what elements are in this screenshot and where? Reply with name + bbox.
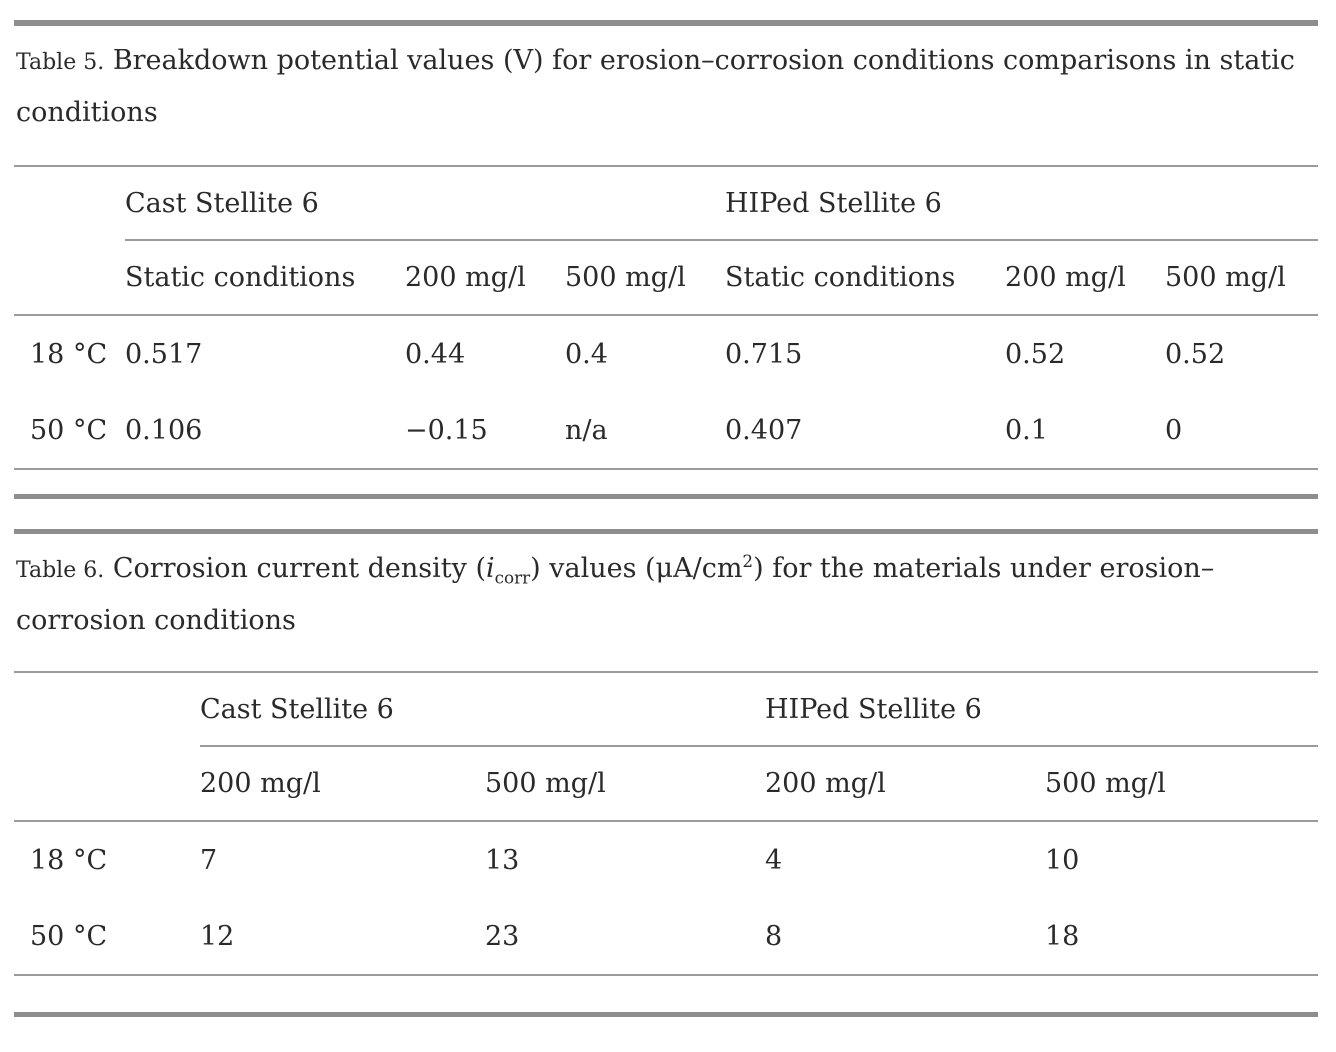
- table5: Cast Stellite 6 HIPed Stellite 6 Static …: [14, 165, 1318, 470]
- table5-col-header: Static conditions: [725, 240, 1005, 316]
- table5-row-50c: 50 °C 0.106 −0.15 n/a 0.407 0.1 0: [14, 392, 1318, 469]
- top-rule: [14, 20, 1318, 26]
- data-cell: 7: [200, 844, 218, 876]
- table6-col-header: 500 mg/l: [1045, 746, 1318, 822]
- table6-group-header-cast: Cast Stellite 6: [200, 672, 765, 747]
- table6: Cast Stellite 6 HIPed Stellite 6 200 mg/…: [14, 671, 1318, 976]
- data-cell: 0.407: [725, 414, 803, 446]
- row-label: 18 °C: [30, 844, 108, 876]
- table6-corner-cell: [14, 672, 200, 746]
- table6-top-rule: [14, 529, 1318, 534]
- table6-caption-label: Table 6.: [16, 558, 105, 583]
- table5-col-header: Static conditions: [125, 240, 405, 316]
- row-label: 50 °C: [30, 920, 108, 952]
- table6-row-50c: 50 °C 12 23 8 18: [14, 898, 1318, 975]
- table6-col-header: 200 mg/l: [765, 746, 1045, 822]
- table6-caption-text: Corrosion current density (icorr) values…: [16, 551, 1215, 636]
- data-cell: 0.517: [125, 338, 203, 370]
- row-label: 50 °C: [30, 414, 108, 446]
- data-cell: n/a: [565, 414, 608, 446]
- table6-col-header: 200 mg/l: [200, 746, 485, 822]
- table5-caption-label: Table 5.: [16, 50, 105, 75]
- table5-empty-header: [14, 240, 125, 316]
- data-cell: −0.15: [405, 414, 488, 446]
- table6-group-header-row: Cast Stellite 6 HIPed Stellite 6: [14, 672, 1318, 747]
- data-cell: 0.52: [1165, 338, 1226, 370]
- data-cell: 4: [765, 844, 783, 876]
- table5-group-header-cast: Cast Stellite 6: [125, 166, 725, 241]
- data-cell: 0.52: [1005, 338, 1066, 370]
- table5-bottom-rule: [14, 494, 1318, 499]
- row-label: 18 °C: [30, 338, 108, 370]
- table5-group-header-hiped: HIPed Stellite 6: [725, 166, 1318, 241]
- data-cell: 13: [485, 844, 520, 876]
- table5-col-header: 500 mg/l: [1165, 240, 1318, 316]
- table6-caption: Table 6. Corrosion current density (icor…: [16, 544, 1316, 646]
- data-cell: 23: [485, 920, 520, 952]
- table5-col-header: 200 mg/l: [1005, 240, 1165, 316]
- table5-row-18c: 18 °C 0.517 0.44 0.4 0.715 0.52 0.52: [14, 315, 1318, 392]
- table6-col-header: 500 mg/l: [485, 746, 765, 822]
- table6-group-header-hiped: HIPed Stellite 6: [765, 672, 1318, 747]
- table5-corner-cell: [14, 166, 125, 240]
- table6-empty-header: [14, 746, 200, 822]
- table6-row-18c: 18 °C 7 13 4 10: [14, 821, 1318, 898]
- table5-group-header-row: Cast Stellite 6 HIPed Stellite 6: [14, 166, 1318, 241]
- table6-column-header-row: 200 mg/l 500 mg/l 200 mg/l 500 mg/l: [14, 746, 1318, 822]
- document-page: Table 5. Breakdown potential values (V) …: [0, 20, 1336, 1017]
- data-cell: 0.1: [1005, 414, 1048, 446]
- table5-caption-text: Breakdown potential values (V) for erosi…: [16, 45, 1295, 128]
- data-cell: 10: [1045, 844, 1080, 876]
- data-cell: 0.44: [405, 338, 466, 370]
- data-cell: 12: [200, 920, 235, 952]
- data-cell: 0.4: [565, 338, 608, 370]
- table6-bottom-rule: [14, 1012, 1318, 1017]
- table5-col-header: 500 mg/l: [565, 240, 725, 316]
- data-cell: 0.715: [725, 338, 803, 370]
- table5-caption: Table 5. Breakdown potential values (V) …: [16, 36, 1316, 138]
- table5-col-header: 200 mg/l: [405, 240, 565, 316]
- data-cell: 8: [765, 920, 783, 952]
- data-cell: 0: [1165, 414, 1183, 446]
- table5-column-header-row: Static conditions 200 mg/l 500 mg/l Stat…: [14, 240, 1318, 316]
- data-cell: 0.106: [125, 414, 203, 446]
- data-cell: 18: [1045, 920, 1080, 952]
